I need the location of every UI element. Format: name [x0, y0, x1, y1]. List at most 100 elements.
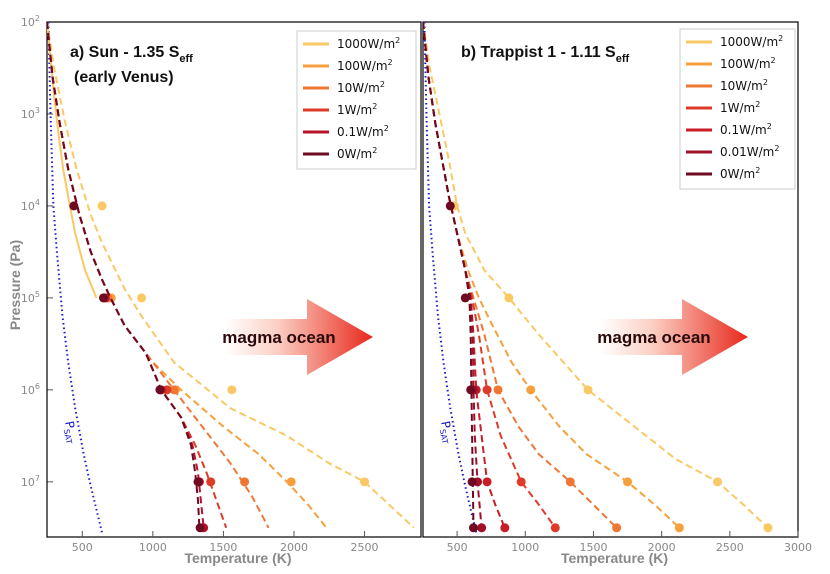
- legend-entry: 1W/m2: [337, 102, 377, 117]
- psat-label: PSAT: [60, 420, 80, 445]
- data-point-marker: [516, 477, 526, 487]
- legend-entry: 0.1W/m2: [720, 122, 772, 137]
- series-1wm: [47, 22, 228, 529]
- legend-entry: 1000W/m2: [720, 34, 783, 49]
- x-tick-label: 3000: [784, 541, 812, 554]
- series-dashed-line: [423, 22, 681, 529]
- x-tick-label: 2000: [280, 541, 308, 554]
- plot-frame: [422, 21, 799, 538]
- y-tick-label: 103: [21, 106, 40, 121]
- data-point-marker: [526, 385, 536, 395]
- legend-entry: 0W/m2: [337, 146, 377, 161]
- panel-title: b) Trappist 1 - 1.11 Seff: [461, 44, 629, 65]
- x-axis-label: Temperature (K): [561, 550, 668, 566]
- data-point-marker: [550, 523, 560, 533]
- plot-area: magma ocean: [423, 22, 773, 533]
- data-point-marker: [466, 385, 476, 395]
- data-point-marker: [193, 477, 203, 487]
- legend-box: [296, 30, 417, 170]
- x-tick-label: 1000: [511, 541, 539, 554]
- magma-ocean-label: magma ocean: [597, 328, 710, 347]
- data-point-marker: [493, 385, 503, 395]
- data-point-marker: [612, 523, 622, 533]
- data-point-marker: [460, 293, 470, 303]
- data-point-marker: [445, 201, 455, 211]
- psat-label: PSAT: [436, 420, 456, 445]
- x-tick-label: 500: [72, 541, 93, 554]
- data-point-marker: [623, 477, 633, 487]
- series-0wm: [423, 22, 478, 533]
- x-tick-label: 1000: [139, 541, 167, 554]
- data-point-marker: [240, 477, 250, 487]
- series-dashed-line: [47, 22, 270, 529]
- data-point-marker: [482, 385, 492, 395]
- magma-ocean-arrow: [225, 299, 373, 375]
- legend-entry: 100W/m2: [337, 58, 393, 73]
- data-point-marker: [360, 477, 370, 487]
- data-point-marker: [227, 385, 237, 395]
- series-1000wm: [423, 22, 773, 533]
- y-tick-label: 102: [21, 14, 40, 29]
- legend-entry: 0.1W/m2: [337, 124, 389, 139]
- data-point-marker: [97, 201, 107, 211]
- series-dashed-line: [47, 22, 228, 529]
- x-tick-label: 2000: [648, 541, 676, 554]
- series-solid-line: [47, 22, 98, 299]
- data-point-marker: [206, 477, 216, 487]
- x-tick-label: 500: [447, 541, 468, 554]
- data-point-marker: [155, 385, 165, 395]
- data-point-marker: [195, 523, 205, 533]
- series-dashed-line: [423, 22, 618, 529]
- series-dashed-line: [47, 22, 328, 529]
- data-point-marker: [468, 523, 478, 533]
- data-point-marker: [482, 477, 492, 487]
- data-point-marker: [286, 477, 296, 487]
- data-point-marker: [69, 201, 79, 211]
- y-tick-label: 104: [21, 198, 40, 213]
- data-point-marker: [137, 293, 147, 303]
- legend-entry: 100W/m2: [720, 56, 776, 71]
- data-point-marker: [674, 523, 684, 533]
- plot-frame: [46, 21, 422, 538]
- psat-curve: [47, 22, 103, 533]
- magma-ocean-label: magma ocean: [222, 328, 335, 347]
- series-100wm: [47, 22, 328, 529]
- data-point-marker: [477, 523, 487, 533]
- legend-entry: 10W/m2: [337, 80, 385, 95]
- series-01wm: [47, 22, 209, 533]
- x-tick-label: 2500: [351, 541, 379, 554]
- series-0wm: [47, 22, 205, 533]
- psat-curve: [423, 22, 478, 533]
- legend-entry: 10W/m2: [720, 78, 768, 93]
- legend-entry: 0.01W/m2: [720, 144, 779, 159]
- legend-entry: 0W/m2: [720, 166, 760, 181]
- x-axis-label: Temperature (K): [184, 550, 291, 566]
- series-dashed-line: [47, 22, 415, 529]
- magma-ocean-arrow: [600, 299, 748, 375]
- data-point-marker: [565, 477, 575, 487]
- data-point-marker: [504, 293, 514, 303]
- legend-entry: 1W/m2: [720, 100, 760, 115]
- y-axis-label: Pressure (Pa): [7, 240, 23, 330]
- series-dashed-line: [423, 22, 475, 528]
- panel-a: 500 1000 1500 2000 2500 Temperature (K) magma …: [46, 21, 422, 566]
- data-point-marker: [583, 385, 593, 395]
- panel-title: a) Sun - 1.35 Seff: [70, 44, 193, 65]
- data-point-marker: [467, 477, 477, 487]
- y-tick-label: 105: [21, 290, 40, 305]
- panel-title-line2: (early Venus): [74, 69, 174, 86]
- series-10wm: [47, 22, 270, 529]
- legend-entry: 1000W/m2: [337, 36, 400, 51]
- data-point-marker: [763, 523, 773, 533]
- y-tick-label: 106: [21, 382, 40, 397]
- x-tick-label: 1500: [579, 541, 607, 554]
- x-tick-label: 2500: [716, 541, 744, 554]
- data-point-marker: [169, 385, 179, 395]
- series-dashed-line: [47, 22, 205, 528]
- series-100wm: [423, 22, 684, 533]
- series-dashed-line: [47, 22, 201, 528]
- data-point-marker: [98, 293, 108, 303]
- series-10wm: [423, 22, 622, 533]
- y-tick-label: 107: [21, 474, 40, 489]
